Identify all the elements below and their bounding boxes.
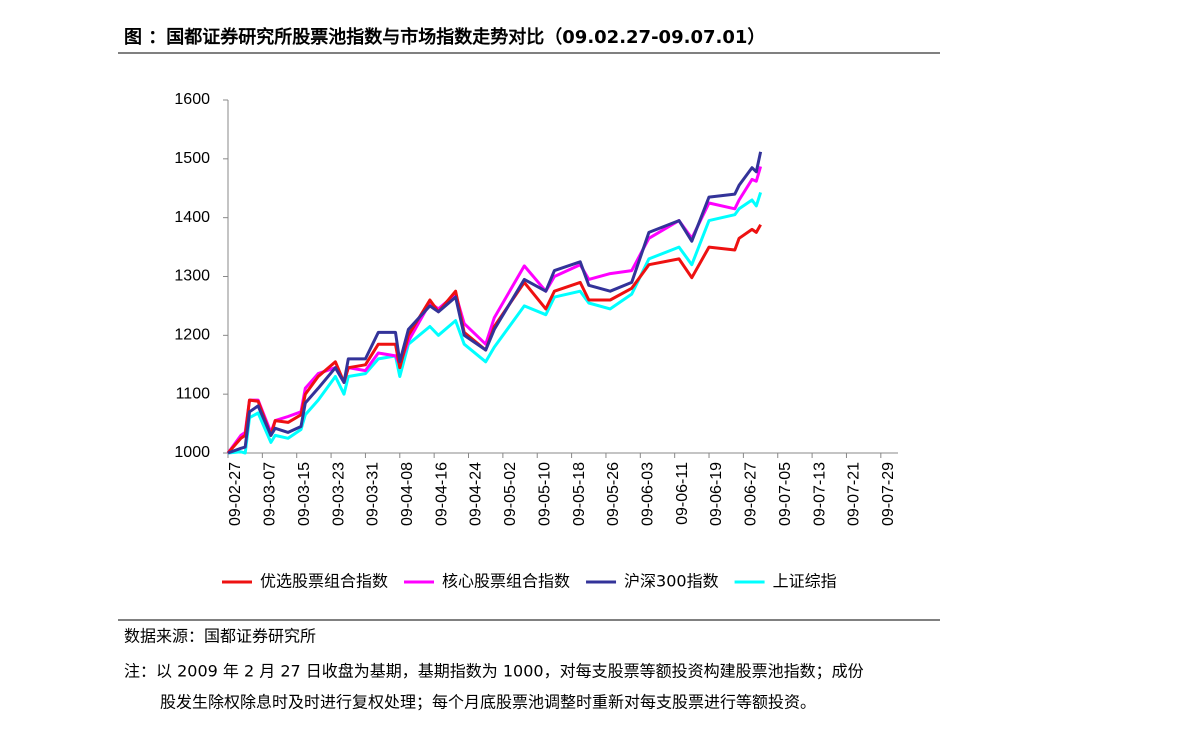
x-tick-label: 09-04-08 <box>399 462 416 526</box>
x-tick-label: 09-05-18 <box>571 462 588 526</box>
x-tick-label: 09-06-11 <box>674 462 691 525</box>
x-tick-label: 09-05-02 <box>502 462 519 526</box>
x-tick-label: 09-07-05 <box>777 462 794 526</box>
source: 数据来源：国都证券研究所 <box>124 627 316 646</box>
chart-title: 图 ：国都证券研究所股票池指数与市场指数走势对比（09.02.27-09.07.… <box>124 26 765 48</box>
series-line <box>227 151 763 455</box>
x-tick-label: 09-04-16 <box>433 462 450 526</box>
x-tick-label: 09-05-10 <box>536 462 553 526</box>
y-tick-label: 1300 <box>174 268 210 285</box>
y-tick-label: 1600 <box>174 91 210 108</box>
x-tick-label: 09-03-15 <box>296 462 313 526</box>
y-tick-label: 1500 <box>174 150 210 167</box>
y-tick-label: 1200 <box>174 327 210 344</box>
legend-label: 沪深300指数 <box>624 572 719 591</box>
series-line <box>227 191 763 455</box>
x-tick-label: 09-05-26 <box>605 462 622 526</box>
x-tick-label: 09-03-23 <box>330 462 347 526</box>
y-tick-label: 1000 <box>174 444 210 461</box>
series-line <box>226 223 762 454</box>
x-tick-label: 09-06-03 <box>640 462 657 526</box>
x-tick-label: 09-07-29 <box>880 462 897 526</box>
y-tick-label: 1400 <box>174 209 210 226</box>
x-tick-label: 09-03-31 <box>365 462 382 526</box>
x-tick-label: 09-04-24 <box>468 462 485 526</box>
x-tick-label: 09-07-13 <box>811 462 828 526</box>
x-tick-label: 09-07-21 <box>846 462 863 526</box>
x-tick-label: 09-03-07 <box>262 462 279 526</box>
note-line: 注：以 2009 年 2 月 27 日收盘为基期，基期指数为 1000，对每支股… <box>124 662 864 681</box>
legend-label: 核心股票组合指数 <box>442 572 570 591</box>
legend-label: 优选股票组合指数 <box>260 572 388 591</box>
legend-label: 上证综指 <box>773 572 837 591</box>
y-tick-label: 1100 <box>176 385 211 402</box>
x-tick-label: 09-06-27 <box>743 462 760 526</box>
x-tick-label: 09-02-27 <box>227 462 244 526</box>
x-tick-label: 09-06-19 <box>708 462 725 526</box>
note-line: 股发生除权除息时及时进行复权处理；每个月底股票池调整时重新对每支股票进行等额投资… <box>160 693 816 712</box>
